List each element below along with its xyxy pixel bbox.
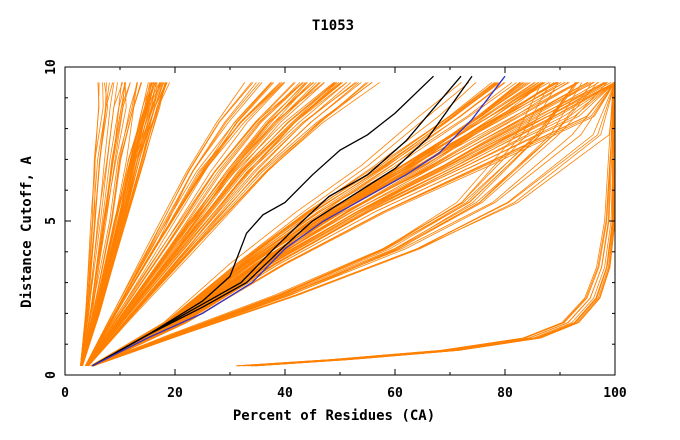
y-axis-label: Distance Cutoff, A <box>19 156 35 308</box>
bundle-curve <box>85 82 285 366</box>
black-curve <box>92 75 434 367</box>
y-tick-label: 10 <box>44 59 59 75</box>
bundle-curve <box>88 82 356 367</box>
bundle-curve <box>80 82 107 366</box>
bundle-curve <box>238 82 616 367</box>
bundle-curve <box>87 82 342 367</box>
y-tick-label: 5 <box>44 217 59 225</box>
bundle-curve <box>81 82 151 366</box>
bundle-curve <box>94 82 616 367</box>
bundle-curve <box>82 82 166 366</box>
bundle-curve <box>92 82 616 367</box>
x-tick-label: 100 <box>603 386 627 401</box>
bundle-curve <box>85 82 273 367</box>
bundle-curve <box>80 82 100 366</box>
bundle-curve <box>93 82 616 367</box>
bundle-curve <box>93 82 576 367</box>
x-tick-label: 20 <box>167 386 183 401</box>
bundle-curve <box>85 82 303 367</box>
bundle-curve <box>86 82 325 367</box>
bundle-curve <box>247 82 616 367</box>
bundle-curve <box>80 82 104 366</box>
bundle-curve <box>93 82 569 367</box>
x-tick-label: 80 <box>497 386 513 401</box>
bundle-curve <box>81 82 149 366</box>
bundle-curve <box>88 82 369 367</box>
bundle-curve <box>81 82 138 366</box>
black-curve <box>92 75 473 367</box>
bundle-curve <box>85 82 304 367</box>
bundle-curve <box>88 82 367 367</box>
bundle-curve <box>80 82 126 366</box>
bundle-curve <box>80 82 110 366</box>
x-tick-label: 60 <box>387 386 403 401</box>
bundle-curve <box>80 82 118 366</box>
bundle-curve <box>81 82 138 366</box>
bundle-curve <box>93 82 525 367</box>
bundle-curve <box>92 82 608 367</box>
bundle-curve <box>80 82 124 366</box>
x-tick-label: 0 <box>61 386 69 401</box>
blue-curve <box>92 75 506 367</box>
chart-title: T1053 <box>312 18 354 34</box>
bundle-curve <box>85 82 257 367</box>
y-tick-label: 0 <box>44 371 59 379</box>
x-tick-label: 40 <box>277 386 293 401</box>
black-curve <box>92 75 462 367</box>
bundle-curve <box>90 82 577 367</box>
x-axis-label: Percent of Residues (CA) <box>233 408 435 424</box>
axis-ticks: 0 20 40 60 80 100 0 5 10 <box>44 59 627 401</box>
bundle-curve <box>90 82 462 367</box>
bundle-curve <box>81 82 158 366</box>
bundle-curve <box>85 82 286 367</box>
highlighted-curves <box>92 75 506 367</box>
bundle-curve <box>85 82 263 366</box>
bundle-curve <box>86 82 307 367</box>
bundle-curve <box>92 82 527 367</box>
